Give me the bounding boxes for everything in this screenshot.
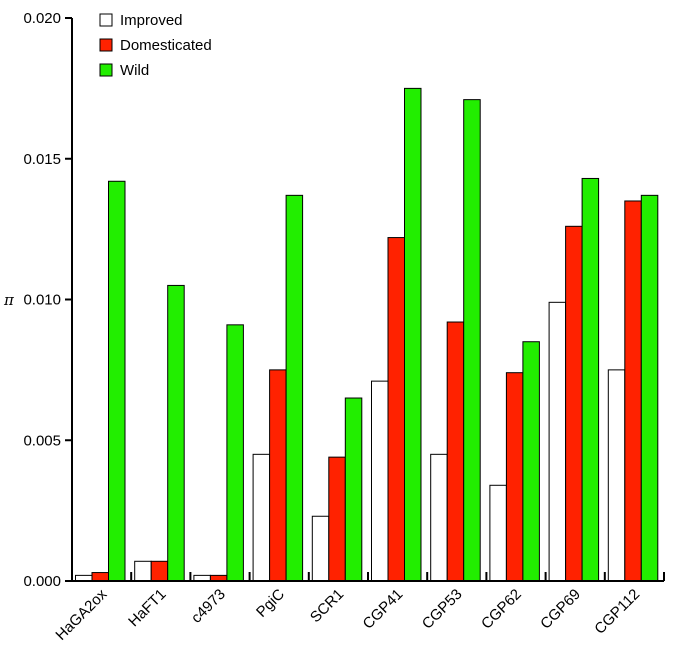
legend-swatch-domesticated [99,38,113,52]
y-axis-label: π [3,291,15,309]
bar-domesticated-haga2ox [91,572,109,582]
legend-swatch-wild [99,63,113,77]
x-tick-label: CGP112 [591,586,643,638]
x-tick-label: c4973 [188,586,229,627]
x-tick-label: CGP69 [537,586,584,633]
bar-wild-cgp69 [581,177,600,582]
bar-wild-haft1 [167,284,185,582]
legend-label-wild: Wild [120,62,149,79]
x-tick-label: CGP53 [419,586,466,633]
x-tick-label: SCR1 [307,586,347,626]
bar-wild-cgp62 [522,341,540,582]
bar-improved-cgp41 [371,380,389,582]
bar-domesticated-cgp62 [505,372,524,582]
bar-wild-scr1 [344,397,363,582]
y-tick-label: 0.020 [23,10,61,27]
y-tick-label: 0.010 [23,292,61,309]
x-axis-tick-labels: HaGA2ox HaFT1 c4973 PgiC SCR1 CGP41 CGP53 CGP62… [52,585,643,643]
bar-improved-pgic [252,453,271,582]
bar-wild-c4973 [226,324,244,582]
bar-wild-cgp112 [640,194,659,582]
bar-improved-cgp69 [548,301,567,582]
bar-improved-cgp53 [430,453,448,582]
bar-domesticated-cgp69 [565,225,583,582]
bar-improved-haft1 [134,560,152,582]
bar-wild-haga2ox [108,180,126,582]
y-tick-label: 0.000 [23,573,61,590]
x-tick-label: HaGA2ox [52,585,110,643]
x-tick-label: PgiC [253,586,288,621]
bar-domesticated-cgp41 [387,237,405,582]
x-tick-label: CGP41 [360,586,407,633]
legend-swatch-improved [99,13,113,27]
legend: Improved Domesticated Wild [99,12,212,79]
bar-domesticated-cgp53 [446,321,465,582]
x-axis-ticks [130,572,665,581]
bar-improved-cgp112 [607,369,626,582]
bar-wild-cgp53 [463,99,481,582]
bar-domesticated-haft1 [150,560,169,582]
legend-label-improved: Improved [120,12,183,29]
legend-label-domesticated: Domesticated [120,37,212,54]
y-tick-label: 0.015 [23,151,61,168]
bars-group [75,87,659,582]
bar-domesticated-scr1 [328,456,346,582]
bar-domesticated-pgic [269,369,287,582]
bar-improved-cgp62 [489,484,507,582]
bar-improved-scr1 [311,515,330,582]
bar-domesticated-cgp112 [624,200,642,582]
bar-wild-cgp41 [404,87,422,582]
y-tick-label: 0.005 [23,432,61,449]
x-tick-label: CGP62 [478,586,525,633]
bar-wild-pgic [285,194,304,582]
x-tick-label: HaFT1 [125,586,169,630]
y-axis-ticks: 0.000 0.005 0.010 0.015 0.020 [23,10,72,590]
